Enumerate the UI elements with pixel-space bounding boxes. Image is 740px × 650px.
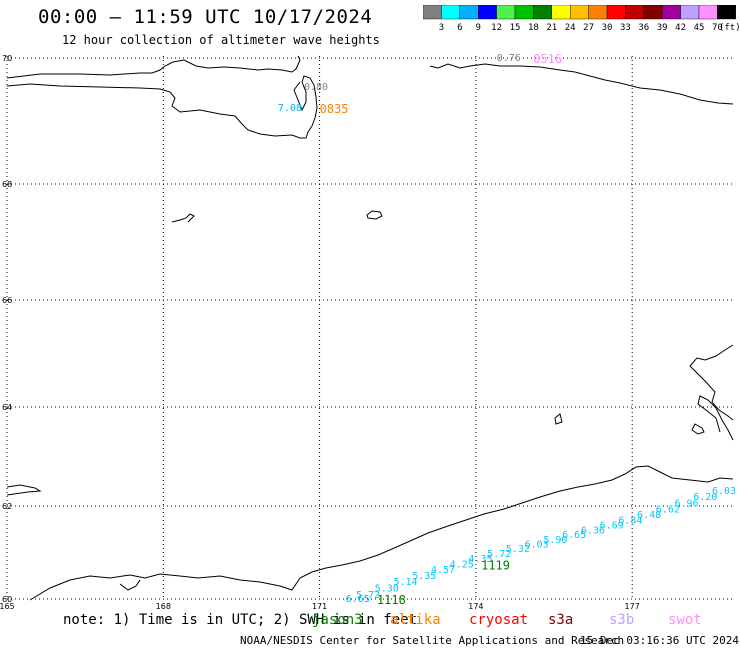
- latitude-label: 64: [2, 403, 12, 412]
- wave-height-label: 7.08: [278, 103, 302, 114]
- colorbar-tick-label: 39: [657, 23, 668, 33]
- colorbar-swatches: [423, 5, 736, 20]
- coastline-chukotka-south: [6, 75, 318, 139]
- wave-height-label: 0.80: [304, 82, 328, 93]
- track-value-label: 5.90: [543, 535, 567, 546]
- latitude-labels: 70 68 66 64 62 60: [2, 54, 12, 604]
- map-subtitle: 12 hour collection of altimeter wave hei…: [62, 33, 380, 47]
- legend-altika: altika: [390, 612, 441, 628]
- units-note: note: 1) Time is in UTC; 2) SWH is in fe…: [63, 612, 418, 628]
- colorbar-tick-label: 9: [475, 23, 480, 33]
- island-small-3: [554, 413, 563, 425]
- track-value-label: 4.57: [431, 565, 455, 576]
- track-value-label: 5.72: [356, 590, 380, 601]
- longitude-label: 171: [312, 602, 327, 611]
- altimeter-annotations: 0.76 0516 0.807.08 0835 6.65 1118 1119: [278, 52, 562, 607]
- wave-height-label: 0.76: [497, 53, 521, 64]
- track-value-label: 5.14: [393, 577, 417, 588]
- wave-height-colorbar: 3 6 9 12 15 18 21 24 27 30 33 36 39 42 45 70(ft): [423, 5, 739, 33]
- track-value-label: 6.36: [581, 525, 605, 536]
- longitude-label: 174: [468, 602, 483, 611]
- track-value-label: 6.48: [637, 510, 661, 521]
- track-value-label: 4.25: [450, 559, 474, 570]
- colorbar-tick-label: 30: [602, 23, 613, 33]
- coastline-chukotka: [6, 55, 301, 79]
- track-value-label: 5.72: [487, 549, 511, 560]
- colorbar-tick-label: 36: [638, 23, 649, 33]
- coastline-koryak: [689, 344, 734, 421]
- legend-cryosat: cryosat: [469, 612, 529, 628]
- track-value-label: 6.96: [675, 498, 699, 509]
- colorbar-tick-label: 24: [565, 23, 576, 33]
- track-value-label: 5.35: [412, 571, 436, 582]
- colorbar-tick-label: 42: [675, 23, 686, 33]
- pass-time-label: 0835: [320, 102, 349, 116]
- pass-time-label: 1118: [377, 593, 406, 607]
- coastline-koryak-2: [697, 395, 734, 441]
- colorbar-tick-label: 18: [528, 23, 539, 33]
- track-value-label: 6.62: [656, 504, 680, 515]
- track-value-label: 6.65: [562, 530, 586, 541]
- coastline-south-inlet: [119, 579, 141, 591]
- track-value-label: 5.32: [506, 544, 530, 555]
- colorbar-tick-label: 27: [583, 23, 594, 33]
- colorbar-tick-label: 15: [510, 23, 521, 33]
- coastline-west-stub: [6, 484, 42, 496]
- colorbar-tick-label: 45: [694, 23, 705, 33]
- wave-height-label: 6.65: [346, 594, 370, 605]
- track-value-label: 6.03: [712, 486, 736, 497]
- coastline-koryak-3: [691, 423, 705, 435]
- coastlines: [6, 55, 734, 601]
- track-value-label: 6.20: [693, 492, 717, 503]
- legend-s3a: s3a: [548, 612, 574, 628]
- colorbar-tick-label: 6: [457, 23, 462, 33]
- latitude-label: 62: [2, 502, 12, 511]
- longitude-label: 168: [156, 602, 171, 611]
- colorbar-tick-label: 70: [712, 23, 723, 33]
- island-small-1: [366, 210, 383, 220]
- track-value-label: 6.69: [600, 521, 624, 532]
- colorbar-swatch: [717, 5, 736, 20]
- coastline-south: [29, 465, 734, 601]
- legend-s3b: s3b: [609, 612, 635, 628]
- track-value-label: 5.30: [375, 584, 399, 595]
- footer-credit: NOAA/NESDIS Center for Satellite Applica…: [240, 634, 625, 647]
- island-small-2: [171, 213, 195, 223]
- coastline-east-siberian: [429, 63, 734, 105]
- legend-swot: swot: [668, 612, 702, 628]
- longitude-label: 177: [625, 602, 640, 611]
- pass-time-label: 0516: [533, 52, 562, 66]
- colorbar-tick-label: 3: [439, 23, 444, 33]
- colorbar-tick-label: 21: [546, 23, 557, 33]
- colorbar-tick-label: 33: [620, 23, 631, 33]
- latitude-label: 68: [2, 180, 12, 189]
- pass-time-label: 1119: [481, 559, 510, 573]
- track-value-label: 4.35: [468, 554, 492, 565]
- longitude-label: 165: [0, 602, 15, 611]
- map-title: 00:00 – 11:59 UTC 10/17/2024: [38, 6, 373, 28]
- longitude-labels: 165 168 171 174 177: [0, 602, 640, 611]
- map-gridlines: [6, 56, 733, 600]
- latitude-label: 70: [2, 54, 12, 63]
- latitude-label: 60: [2, 595, 12, 604]
- track-value-label: 6.03: [525, 539, 549, 550]
- footer-timestamp: 15 Dec 03:16:36 UTC 2024: [580, 634, 739, 647]
- latitude-label: 66: [2, 296, 12, 305]
- altimeter-track-labels: 5.725.305.145.354.574.254.355.725.326.03…: [356, 486, 736, 601]
- colorbar-unit-label: (ft): [719, 23, 739, 33]
- legend-jason3: jason3: [312, 612, 363, 628]
- track-value-label: 6.84: [618, 516, 642, 527]
- colorbar-labels: 3 6 9 12 15 18 21 24 27 30 33 36 39 42 45 70(ft): [439, 23, 739, 33]
- colorbar-tick-label: 12: [491, 23, 502, 33]
